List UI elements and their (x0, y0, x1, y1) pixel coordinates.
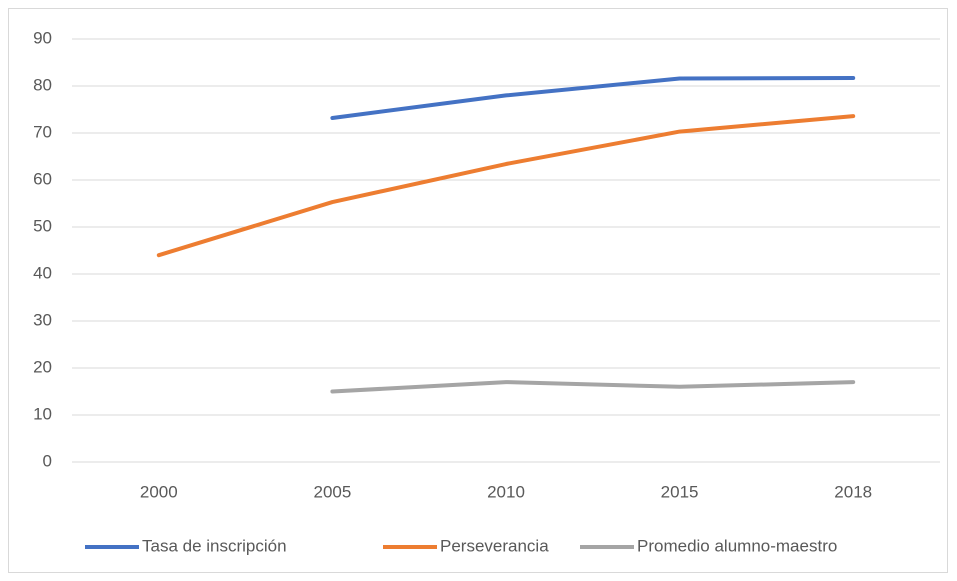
x-tick-label: 2010 (487, 482, 525, 501)
line (330, 380, 856, 394)
line (330, 76, 856, 120)
y-tick-label: 80 (33, 75, 52, 94)
y-tick-label: 50 (33, 216, 52, 235)
line (156, 114, 856, 258)
y-tick-label: 10 (33, 404, 52, 423)
legend-label: Promedio alumno-maestro (637, 536, 837, 555)
x-tick-label: 2005 (313, 482, 351, 501)
y-tick-label: 30 (33, 310, 52, 329)
legend-label: Perseverancia (440, 536, 549, 555)
x-tick-label: 2018 (834, 482, 872, 501)
y-tick-label: 40 (33, 263, 52, 282)
x-tick-label: 2000 (140, 482, 178, 501)
y-tick-label: 70 (33, 122, 52, 141)
chart-frame (8, 8, 948, 573)
x-tick-label: 2015 (661, 482, 699, 501)
legend-label: Tasa de inscripción (142, 536, 287, 555)
y-tick-label: 0 (43, 451, 52, 470)
y-tick-label: 20 (33, 357, 52, 376)
y-tick-label: 90 (33, 28, 52, 47)
y-tick-label: 60 (33, 169, 52, 188)
